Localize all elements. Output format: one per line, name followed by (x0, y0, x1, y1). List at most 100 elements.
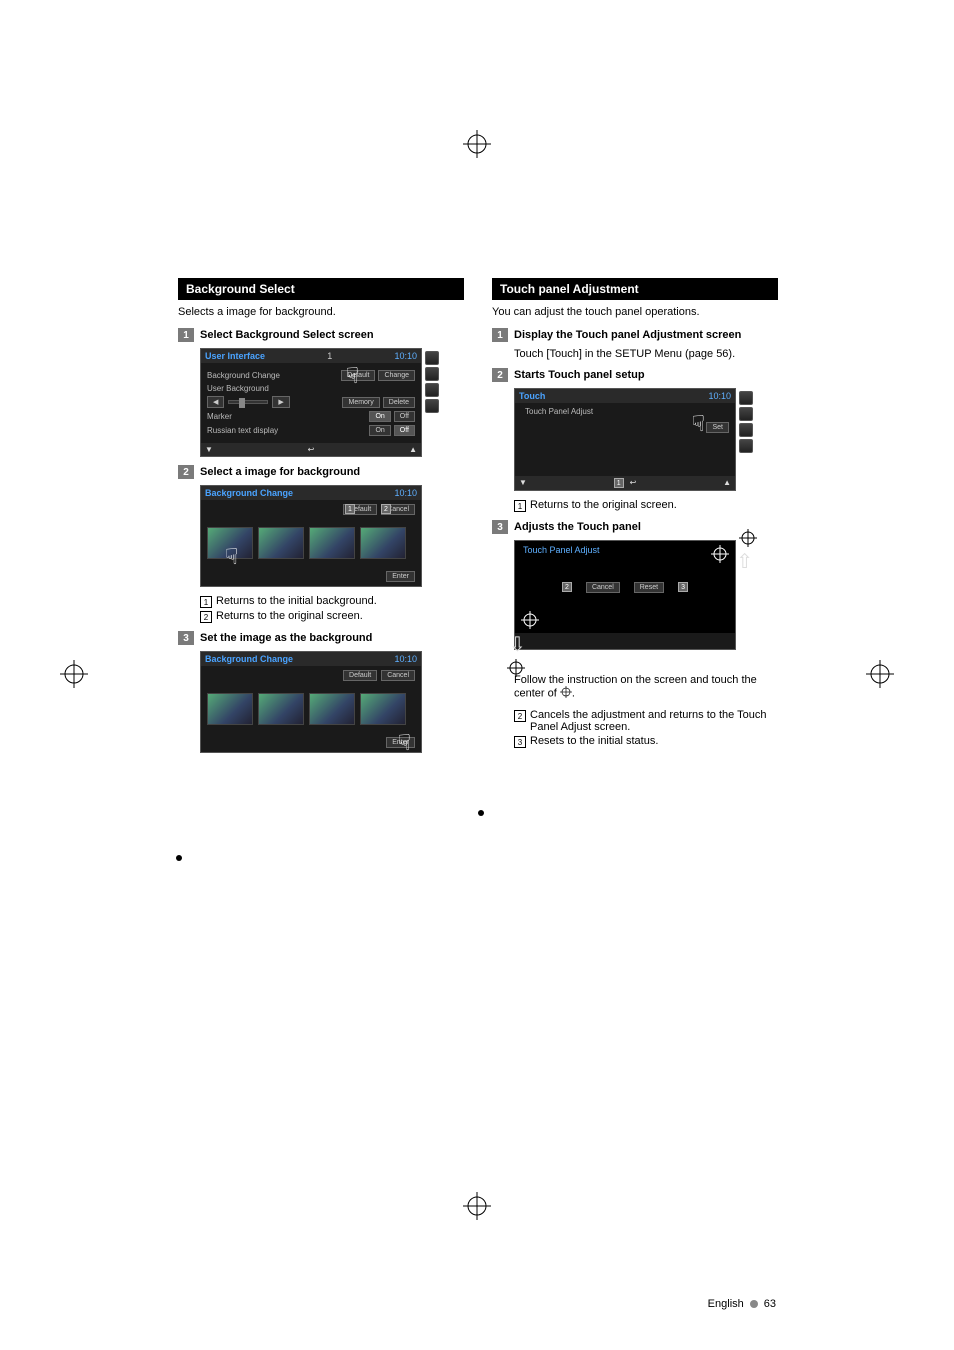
registration-mark-right (866, 660, 894, 688)
cross-target-icon (739, 529, 757, 547)
step1-num: 1 (178, 328, 194, 342)
bg-thumb[interactable] (207, 527, 253, 559)
r-note-3: 3 Resets to the initial status. (514, 735, 778, 748)
btn-cancel[interactable]: Cancel (381, 670, 415, 681)
shot-title: Background Change (205, 654, 293, 664)
btn-delete[interactable]: Delete (383, 397, 415, 408)
side-icon[interactable] (739, 423, 753, 437)
cross-target-icon (711, 545, 729, 563)
btn-default[interactable]: Default (343, 670, 377, 681)
shot-mid: 1 (327, 351, 332, 361)
callout-1: 1 (345, 504, 355, 514)
side-icon[interactable] (425, 399, 439, 413)
shot-sidebar (739, 391, 753, 453)
nav-up-icon[interactable]: ▲ (409, 445, 417, 454)
r-step2-num: 2 (492, 368, 508, 382)
shot-title: User Interface (205, 351, 265, 361)
bg-thumb[interactable] (258, 693, 304, 725)
touch-panel-adjust-label: Touch Panel Adjust (525, 407, 735, 416)
note-1-text: Returns to the initial background. (216, 595, 377, 608)
slider-left-icon[interactable]: ◀ (207, 396, 224, 408)
r-step3-label: Adjusts the Touch panel (514, 521, 641, 533)
r-step3-num: 3 (492, 520, 508, 534)
btn-russian-off[interactable]: Off (394, 425, 415, 436)
side-icon[interactable] (739, 391, 753, 405)
btn-change[interactable]: Change (378, 370, 415, 381)
slider-right-icon[interactable]: ▶ (272, 396, 289, 408)
side-icon[interactable] (425, 351, 439, 365)
arrow-up-icon: ⇧ (736, 549, 753, 574)
right-column: Touch panel Adjustment You can adjust th… (492, 278, 778, 761)
nav-back-icon[interactable]: ↩ (630, 478, 637, 488)
footer-page: 63 (764, 1298, 776, 1310)
nav-down-icon[interactable]: ▼ (205, 445, 213, 454)
btn-memory[interactable]: Memory (342, 397, 379, 408)
registration-mark-bottom (463, 1192, 491, 1220)
screenshot-user-interface: User Interface 1 10:10 Background Change… (200, 348, 422, 457)
nav-down-icon[interactable]: ▼ (519, 478, 527, 488)
r-note-3-text: Resets to the initial status. (530, 735, 658, 748)
r-step3-body: Follow the instruction on the screen and… (514, 674, 778, 701)
footer-lang: English (708, 1298, 744, 1310)
shot-time: 10:10 (394, 654, 417, 664)
left-column: Background Select Selects a image for ba… (178, 278, 464, 761)
step3-num: 3 (178, 631, 194, 645)
step3-label: Set the image as the background (200, 632, 372, 644)
btn-set[interactable]: Set (706, 422, 729, 433)
row-russian: Russian text display (207, 426, 278, 435)
bg-thumb[interactable] (309, 693, 355, 725)
touch-adjust-title: Touch Panel Adjust (523, 545, 600, 555)
bg-thumb[interactable] (258, 527, 304, 559)
r-step2-label: Starts Touch panel setup (514, 369, 645, 381)
step1-head: 1 Select Background Select screen (178, 328, 464, 342)
side-icon[interactable] (739, 407, 753, 421)
bg-thumb[interactable] (360, 527, 406, 559)
nav-back-icon[interactable]: ↩ (308, 445, 315, 454)
btn-enter[interactable]: Enter (386, 571, 415, 582)
callout-3: 3 (678, 582, 688, 592)
note-2-text: Returns to the original screen. (216, 610, 363, 623)
section-title-touch-panel: Touch panel Adjustment (492, 278, 778, 300)
cross-target-icon (507, 659, 525, 677)
row-user-bg: User Background (207, 384, 269, 393)
btn-marker-on[interactable]: On (369, 411, 390, 422)
btn-cancel[interactable]: Cancel (586, 582, 620, 593)
bg-thumb[interactable] (309, 527, 355, 559)
row-bg-change: Background Change (207, 371, 280, 380)
btn-enter[interactable]: Enter (386, 737, 415, 748)
r-note-2: 2 Cancels the adjustment and returns to … (514, 709, 778, 733)
side-icon[interactable] (425, 367, 439, 381)
note-2: 2 Returns to the original screen. (200, 610, 464, 623)
boxnum-2: 2 (200, 611, 212, 623)
callout-2: 2 (381, 504, 391, 514)
user-bg-slider[interactable]: ◀ ▶ (207, 396, 290, 408)
side-icon[interactable] (739, 439, 753, 453)
section-intro-left: Selects a image for background. (178, 306, 464, 318)
r-note-1-text: Returns to the original screen. (530, 499, 677, 512)
btn-marker-off[interactable]: Off (394, 411, 415, 422)
dot-mark-left (176, 855, 182, 861)
note-1: 1 Returns to the initial background. (200, 595, 464, 608)
shot-title: Background Change (205, 488, 293, 498)
registration-mark-left (60, 660, 88, 688)
bg-thumb[interactable] (207, 693, 253, 725)
boxnum-1: 1 (200, 596, 212, 608)
shot-time: 10:10 (394, 351, 417, 361)
r-step3-head: 3 Adjusts the Touch panel (492, 520, 778, 534)
btn-russian-on[interactable]: On (369, 425, 390, 436)
r-note-2-text: Cancels the adjustment and returns to th… (530, 709, 778, 733)
screenshot-touch-adjust: Touch Panel Adjust 2 Cancel Reset 3 ⇧ ⇩ (514, 540, 736, 650)
registration-mark-top (463, 130, 491, 158)
side-icon[interactable] (425, 383, 439, 397)
screenshot-touch: Touch 10:10 Touch Panel Adjust Set ▼ 1 ↩… (514, 388, 736, 491)
nav-up-icon[interactable]: ▲ (723, 478, 731, 488)
bg-thumb[interactable] (360, 693, 406, 725)
step2-num: 2 (178, 465, 194, 479)
screenshot-bg-change-set: Background Change 10:10 Default Cancel E… (200, 651, 422, 753)
dot-mark-center (478, 810, 484, 816)
btn-default[interactable]: Default (341, 370, 375, 381)
btn-reset[interactable]: Reset (634, 582, 664, 593)
step2-label: Select a image for background (200, 466, 360, 478)
r-step2-head: 2 Starts Touch panel setup (492, 368, 778, 382)
callout-1: 1 (614, 478, 624, 488)
